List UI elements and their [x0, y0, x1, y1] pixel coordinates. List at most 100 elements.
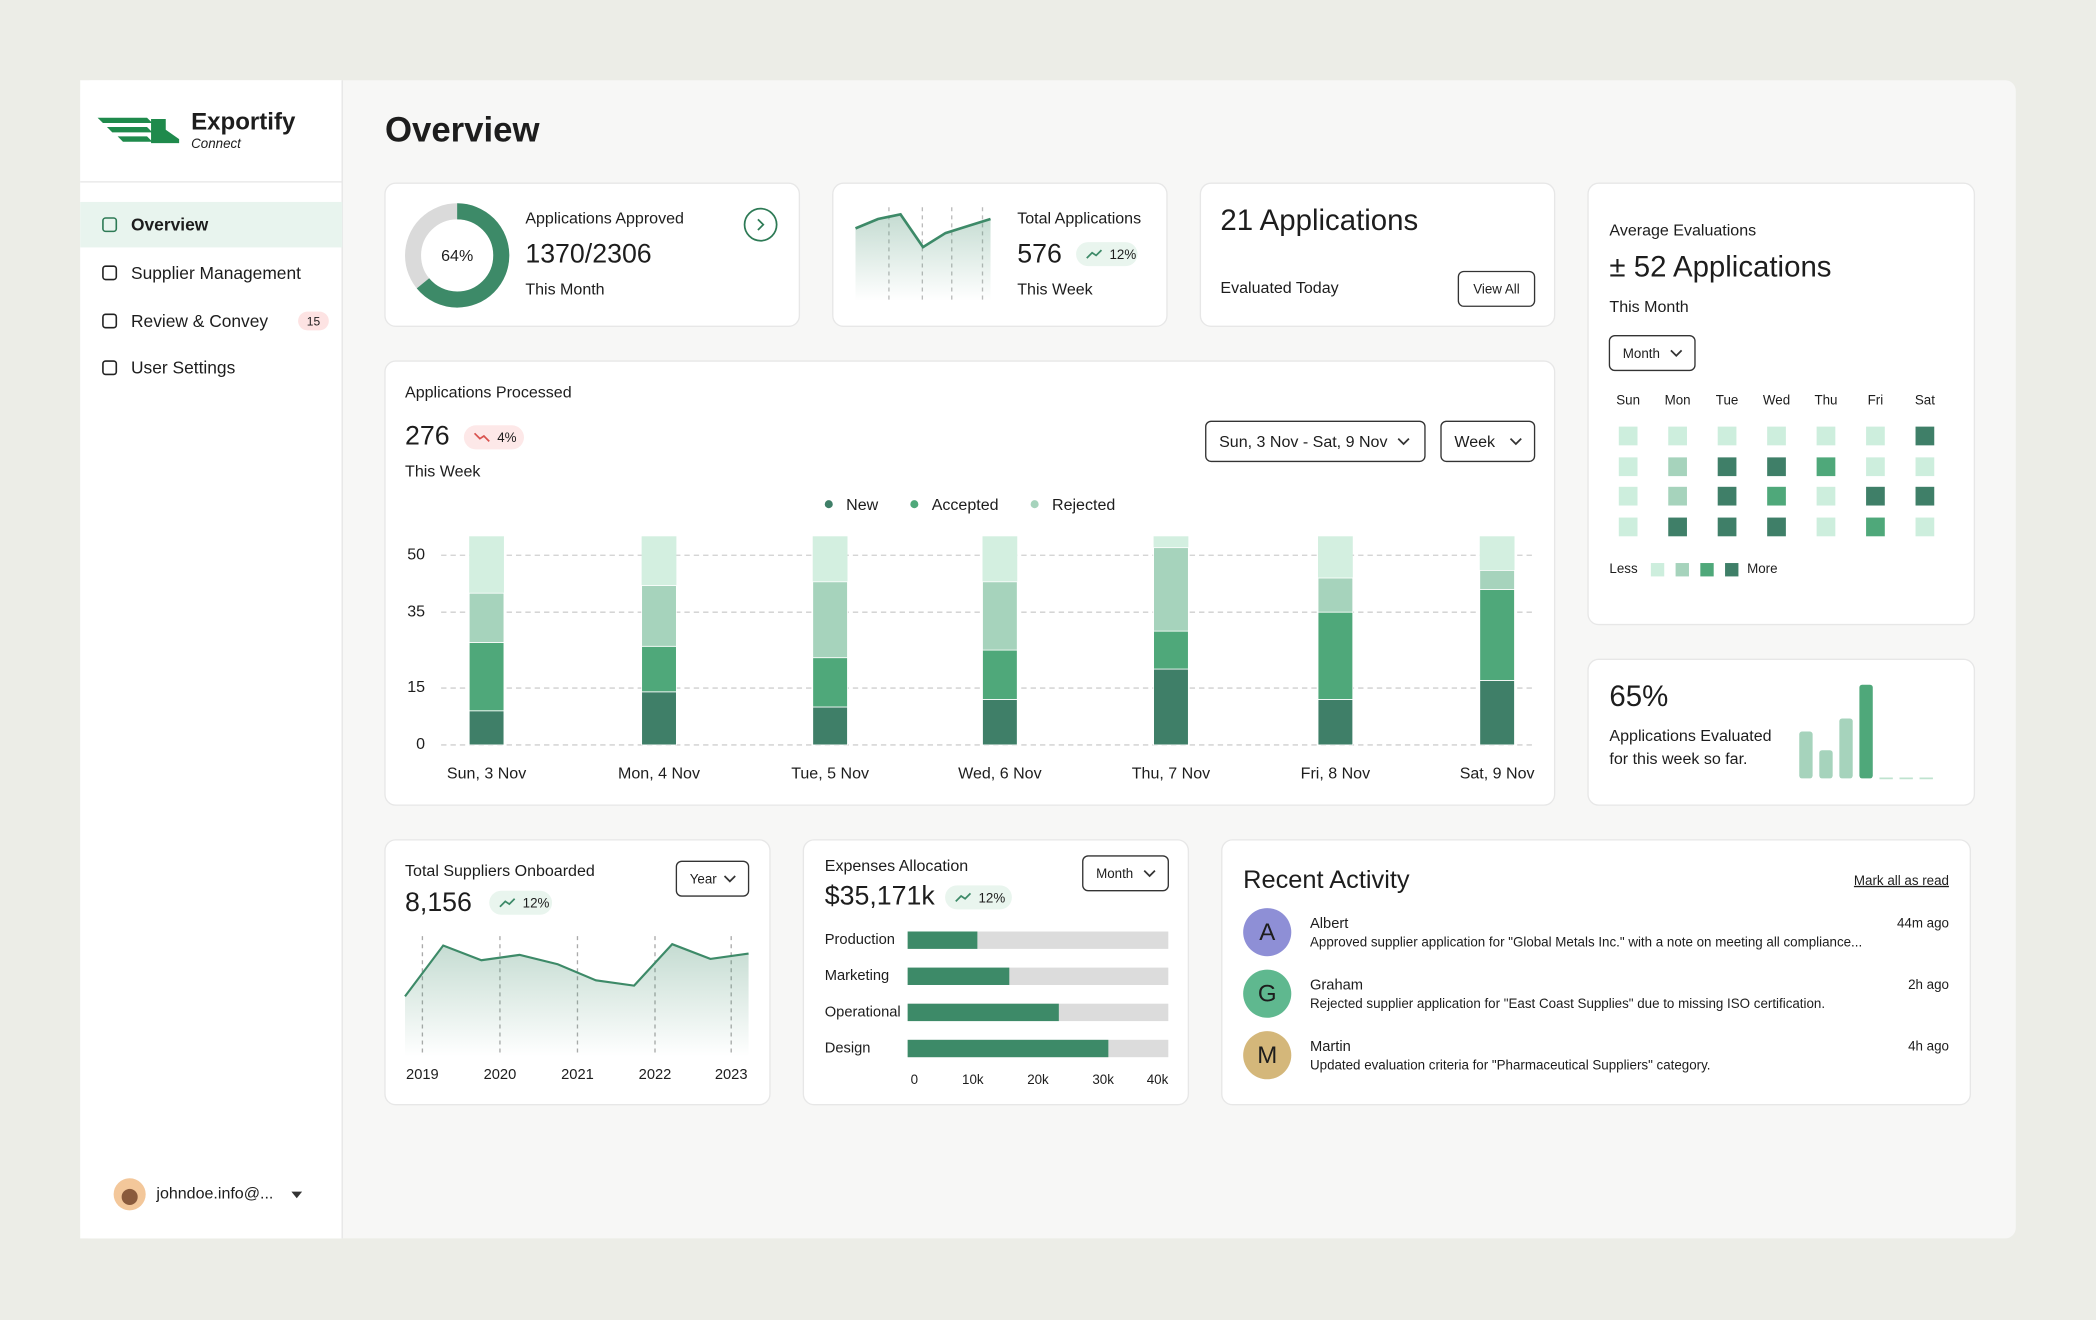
- x-tick-label: 2023: [715, 1067, 748, 1083]
- dropdown-label: Month: [1096, 866, 1133, 881]
- day-label: Sat: [1915, 393, 1935, 408]
- bar-segment: [812, 657, 848, 708]
- x-tick-label: Sun, 3 Nov: [447, 765, 526, 783]
- card-value: $35,171k: [825, 880, 936, 910]
- bar: [907, 1039, 1109, 1058]
- bar-segment: [641, 691, 677, 746]
- x-tick-label: Tue, 5 Nov: [791, 765, 869, 783]
- weekly-bar: [1819, 750, 1833, 779]
- heat-cell: [1717, 517, 1737, 537]
- view-all-button[interactable]: [1457, 270, 1536, 307]
- bar-segment: [468, 642, 505, 712]
- chevron: [1397, 438, 1410, 446]
- dropdown[interactable]: [1608, 335, 1696, 372]
- bar-segment: [1479, 570, 1515, 590]
- legend-swatch: [1650, 563, 1665, 577]
- x-tick-label: Wed, 6 Nov: [958, 765, 1041, 783]
- day-label: Sun: [1616, 393, 1640, 408]
- heat-cell: [1618, 517, 1638, 537]
- card-label: Total Suppliers Onboarded: [405, 862, 595, 880]
- legend-high: More: [1747, 561, 1777, 576]
- y-tick-label: 50: [407, 545, 425, 563]
- heat-cell: [1767, 426, 1786, 446]
- nav-active: [80, 201, 343, 248]
- user-caret[interactable]: [291, 1191, 303, 1199]
- card-label: Average Evaluations: [1609, 222, 1756, 240]
- card-label: Applications Processed: [405, 383, 572, 401]
- x-tick-label: 2022: [639, 1067, 672, 1083]
- nav-item[interactable]: Overview: [131, 215, 209, 235]
- change-label: 12%: [978, 890, 1005, 905]
- heat-cell: [1618, 426, 1638, 446]
- avatar-initial: A: [1259, 919, 1275, 946]
- avatar-initial: M: [1257, 1042, 1277, 1069]
- range-button[interactable]: [1205, 420, 1426, 463]
- chevron: [1143, 870, 1156, 878]
- bar-segment: [468, 592, 505, 643]
- nav-icon: [102, 360, 118, 376]
- bar-label: Design: [825, 1040, 871, 1056]
- nav-item[interactable]: User Settings: [131, 358, 236, 378]
- brand: Exportify: [191, 108, 296, 135]
- mark-read-link[interactable]: Mark all as read: [1854, 873, 1949, 888]
- change-label: 12%: [1109, 247, 1136, 262]
- avatar-initial: G: [1258, 980, 1277, 1007]
- heat-cell: [1668, 426, 1687, 446]
- nav-item[interactable]: Supplier Management: [131, 263, 301, 283]
- heat-cell: [1915, 457, 1935, 477]
- bar-segment: [982, 699, 1018, 746]
- change-pill: [1076, 242, 1138, 267]
- card-label: Applications Approved: [525, 210, 684, 228]
- legend-swatch: [1725, 563, 1739, 577]
- next-button[interactable]: [743, 207, 778, 242]
- weekly-card: [1587, 658, 1976, 806]
- x-tick-label: 30k: [1092, 1072, 1114, 1087]
- donut-label: 64%: [441, 247, 473, 265]
- dropdown[interactable]: [1440, 420, 1536, 463]
- dropdown[interactable]: [1082, 855, 1169, 892]
- heat-cell: [1866, 426, 1885, 446]
- dropdown-label: Week: [1454, 433, 1496, 451]
- weekly-bar: [1839, 718, 1853, 779]
- day-label: Tue: [1716, 393, 1739, 408]
- bar-segment: [468, 710, 505, 746]
- nav-item[interactable]: Review & Convey: [131, 311, 268, 331]
- legend-dot: [1030, 500, 1039, 509]
- change-label: 4%: [497, 430, 516, 445]
- day-label: Thu: [1814, 393, 1837, 408]
- day-label: Mon: [1665, 393, 1691, 408]
- change-pill: [489, 890, 553, 915]
- x-tick-label: 2021: [561, 1067, 594, 1083]
- sparkline: [854, 212, 991, 249]
- dropdown-label: Month: [1623, 346, 1660, 361]
- heat-cell: [1915, 517, 1935, 537]
- nav-icon: [102, 313, 118, 329]
- card-title: 65%: [1609, 680, 1668, 713]
- card-period: Evaluated Today: [1220, 279, 1338, 297]
- next-chevron: [757, 218, 765, 231]
- heat-cell: [1618, 486, 1638, 506]
- processed-card: [384, 360, 1556, 806]
- avatar: [1243, 908, 1292, 957]
- change-label: 12%: [523, 896, 550, 911]
- trend-arrow: [1086, 249, 1103, 259]
- day-label: Fri: [1868, 393, 1884, 408]
- bar-segment: [1317, 699, 1354, 746]
- bar-segment: [641, 645, 677, 693]
- x-tick-label: 40k: [1147, 1072, 1169, 1087]
- heat-cell: [1717, 426, 1737, 446]
- bar: [907, 1003, 1059, 1022]
- bar-label: Operational: [825, 1004, 901, 1020]
- activity-time: 44m ago: [1897, 916, 1949, 931]
- heat-cell: [1915, 486, 1935, 506]
- badge-count: 15: [307, 314, 321, 328]
- card-period: This Week: [405, 462, 481, 480]
- sparkline-area: [855, 214, 991, 301]
- legend-dot: [910, 500, 919, 509]
- legend-label: Accepted: [932, 496, 999, 514]
- legend-label: Rejected: [1052, 496, 1115, 514]
- dropdown[interactable]: [675, 860, 750, 897]
- legend-dot: [824, 500, 833, 509]
- badge: [298, 311, 329, 331]
- activity-name: Albert: [1310, 916, 1348, 932]
